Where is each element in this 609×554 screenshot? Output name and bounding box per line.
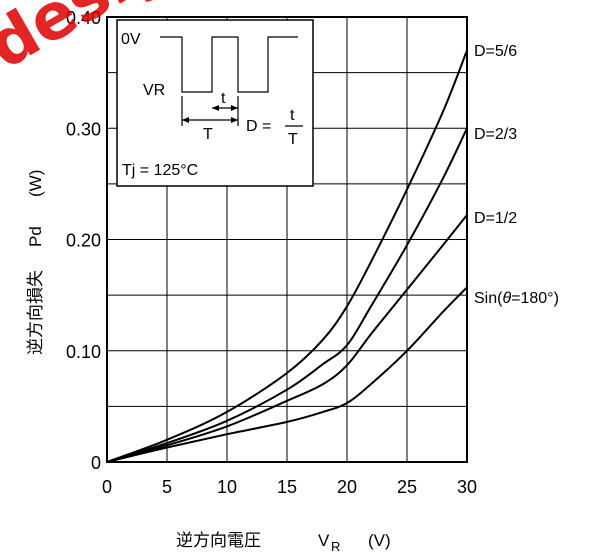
x-axis-label-main: 逆方向電圧 xyxy=(176,531,261,550)
y-axis-label-main: 逆方向損失 xyxy=(26,270,45,355)
inset-duty-eq: D = xyxy=(246,118,271,135)
period-arrow-left xyxy=(182,117,189,123)
inset-duty-denominator: T xyxy=(288,131,298,148)
series-label-d12: D=1/2 xyxy=(474,210,517,227)
inset-0v-label: 0V xyxy=(121,31,141,48)
inset-t-label: t xyxy=(221,90,226,107)
inset-box xyxy=(116,19,314,187)
y-axis-label: 逆方向損失 Pd (W) xyxy=(26,170,45,355)
y-axis-label-unit: (W) xyxy=(26,170,45,197)
series-label-sin: Sin(θ=180°) xyxy=(474,290,559,307)
inset-condition: Tj = 125°C xyxy=(122,162,198,179)
series-label-d56: D=5/6 xyxy=(474,43,517,60)
inset-diagram: 0V VR t T D = t T Tj = 125°C xyxy=(116,19,314,187)
series-line-2 xyxy=(106,214,468,463)
y-axis-label-symbol: Pd xyxy=(26,226,45,247)
y-tick-label: 0 xyxy=(91,453,101,473)
y-tick-label: 0.10 xyxy=(66,342,101,362)
x-axis-label-symbol: V xyxy=(318,531,330,550)
x-tick-label: 20 xyxy=(337,477,357,497)
y-tick-label: 0.30 xyxy=(66,119,101,139)
x-tick-label: 25 xyxy=(397,477,417,497)
x-tick-label: 5 xyxy=(162,477,172,497)
series-line-0 xyxy=(106,50,468,463)
x-axis-label-unit: (V) xyxy=(368,531,391,550)
t-arrow-left xyxy=(212,105,219,111)
series-line-3 xyxy=(106,286,468,463)
y-tick-label: 0.40 xyxy=(66,8,101,28)
x-tick-label: 30 xyxy=(457,477,477,497)
x-axis-label-subscript: R xyxy=(331,539,340,554)
t-arrow-right xyxy=(231,105,238,111)
period-arrow-right xyxy=(231,117,238,123)
series-line-1 xyxy=(106,127,468,463)
pulse-waveform xyxy=(160,36,298,93)
inset-duty-numerator: t xyxy=(290,107,295,124)
plot-frame xyxy=(106,16,468,463)
x-tick-label: 0 xyxy=(102,477,112,497)
inset-vr-label: VR xyxy=(143,82,165,99)
x-tick-label: 15 xyxy=(277,477,297,497)
tick-labels: 0 5 10 15 20 25 30 0 0.10 0.20 0.30 0.40 xyxy=(66,8,477,497)
curve-layer xyxy=(106,50,468,463)
inset-period-label: T xyxy=(203,126,213,143)
y-tick-label: 0.20 xyxy=(66,231,101,251)
x-tick-label: 10 xyxy=(217,477,237,497)
series-label-d23: D=2/3 xyxy=(474,126,517,143)
